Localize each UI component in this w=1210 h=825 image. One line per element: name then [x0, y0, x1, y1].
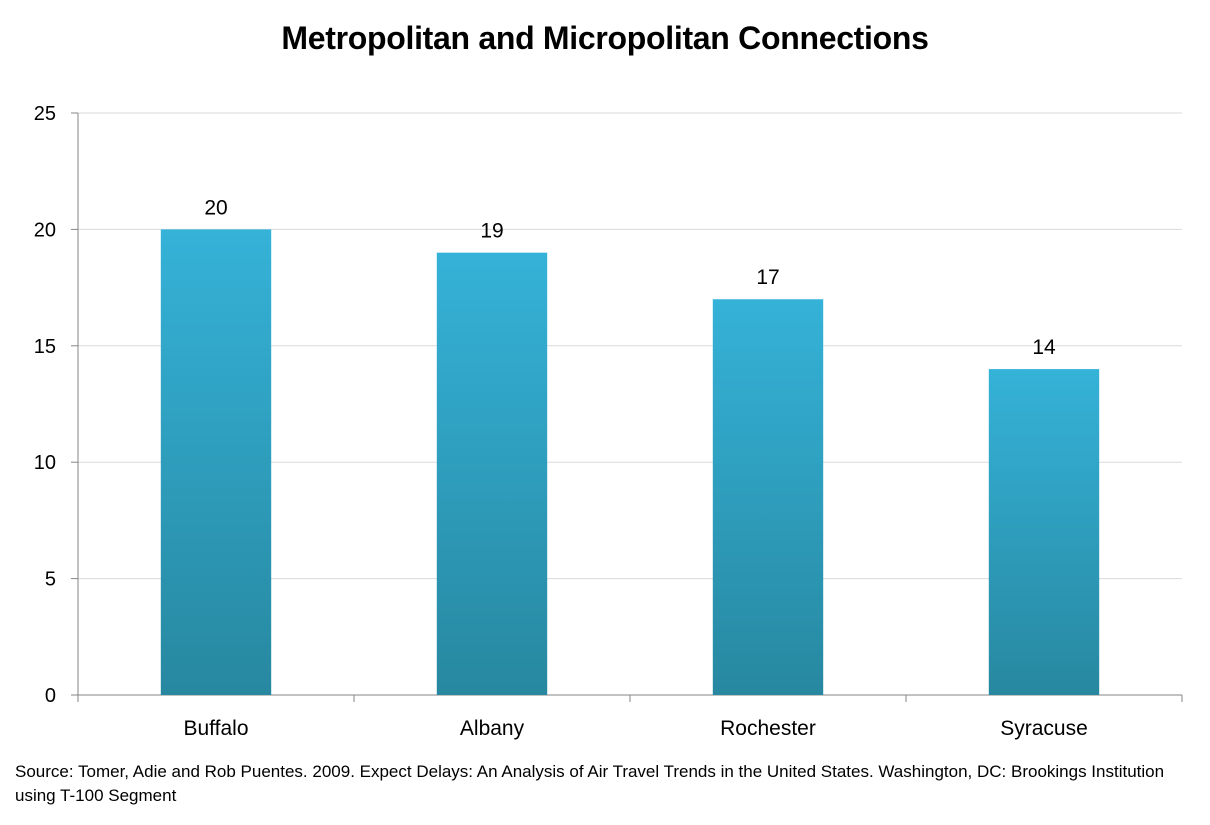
chart-title: Metropolitan and Micropolitan Connection…	[281, 20, 929, 56]
x-category-label-albany: Albany	[460, 717, 525, 740]
bar-albany	[436, 252, 548, 695]
y-tick-label: 25	[34, 103, 56, 125]
labels: 0 5 10 15 20 25 20 Buffalo 19 Albany 17 Rochester 14…	[34, 103, 1088, 740]
data-label-albany: 19	[480, 220, 503, 243]
bar-chart: 0 5 10 15 20 25 20 Buffalo 19 Albany 17 Rochester 14…	[34, 103, 1183, 740]
bar-buffalo	[160, 229, 272, 695]
y-tick-label: 5	[45, 569, 56, 591]
source-note: Source: Tomer, Adie and Rob Puentes. 200…	[15, 762, 1165, 805]
bar-syracuse	[988, 369, 1100, 695]
y-tick-label: 20	[34, 219, 56, 241]
data-label-buffalo: 20	[204, 196, 227, 219]
x-category-label-rochester: Rochester	[720, 717, 816, 740]
data-label-syracuse: 14	[1032, 336, 1056, 359]
y-tick-label: 15	[34, 336, 56, 358]
x-category-label-buffalo: Buffalo	[184, 717, 249, 740]
y-tick-label: 10	[34, 452, 56, 474]
y-tick-label: 0	[45, 685, 56, 707]
bar-rochester	[712, 299, 824, 695]
x-category-label-syracuse: Syracuse	[1000, 717, 1088, 740]
bars	[160, 229, 1100, 695]
data-label-rochester: 17	[756, 266, 779, 289]
